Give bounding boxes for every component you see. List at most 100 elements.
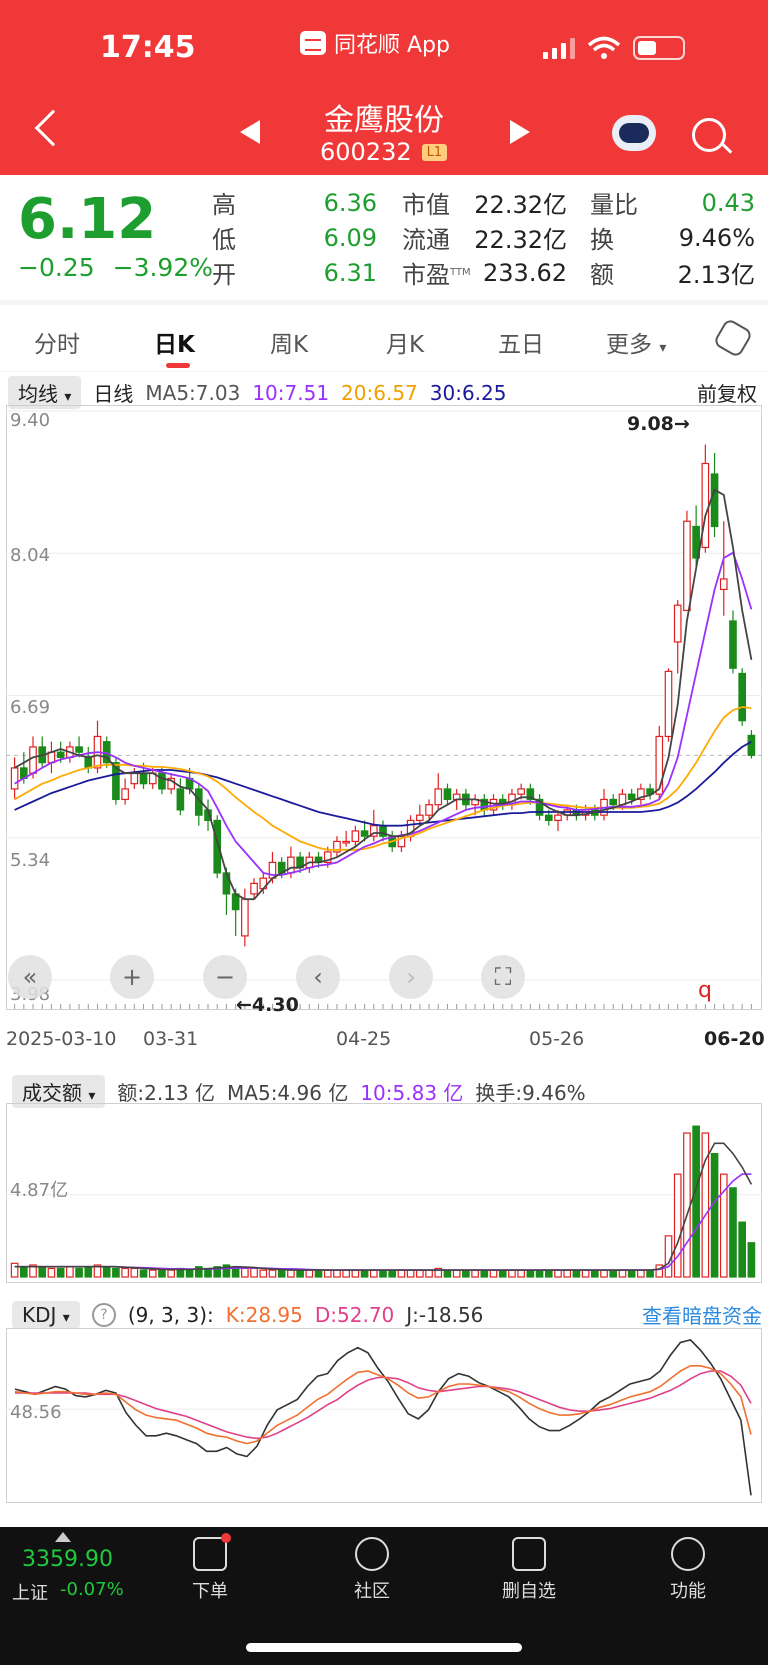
volume-bar xyxy=(600,1269,608,1278)
x-date-label: 04-25 xyxy=(336,1028,392,1050)
tab-intraday[interactable]: 分时 xyxy=(34,332,80,358)
candle-body xyxy=(84,756,93,769)
rewind-icon[interactable]: « xyxy=(8,955,52,999)
prev-stock-icon[interactable] xyxy=(240,120,260,144)
adjust-toggle[interactable]: 前复权 xyxy=(697,382,757,406)
ma5-value: MA5:7.03 xyxy=(145,380,241,405)
home-indicator xyxy=(246,1643,522,1652)
kdj-k: K:28.95 xyxy=(225,1302,303,1327)
index-value[interactable]: 3359.90 xyxy=(22,1547,113,1572)
candle-body xyxy=(738,672,747,722)
volume-bar xyxy=(287,1269,295,1278)
nav-functions[interactable]: 功能 xyxy=(643,1537,733,1603)
quote-col-1: 高 6.36 低 6.09 开 6.31 xyxy=(212,185,377,290)
chevron-down-icon: ▾ xyxy=(659,340,667,356)
volume-bar xyxy=(489,1269,498,1278)
volume-bar xyxy=(158,1269,166,1278)
volume-bar xyxy=(637,1269,645,1278)
quote-high: 高 6.36 xyxy=(212,188,377,220)
volume-bar xyxy=(139,1269,148,1278)
tab-weekly-k[interactable]: 周K xyxy=(270,332,309,358)
order-icon xyxy=(193,1533,231,1571)
stock-name: 金鹰股份 xyxy=(324,103,444,138)
index-pct: -0.07% xyxy=(60,1579,124,1600)
kdj-dropdown[interactable]: KDJ ▾ xyxy=(12,1300,80,1329)
volume-y-tick: 4.87亿 xyxy=(10,1180,69,1201)
menu-icon xyxy=(671,1537,705,1571)
quote-open: 开 6.31 xyxy=(212,258,377,290)
high-marker-label: 9.08→ xyxy=(627,413,690,435)
search-icon[interactable] xyxy=(692,118,726,152)
volume-bar xyxy=(130,1267,139,1278)
fullscreen-icon[interactable]: ⛶ xyxy=(481,955,525,999)
y-tick-label: 9.40 xyxy=(10,410,51,431)
volume-bar xyxy=(498,1269,507,1278)
volume-bar xyxy=(19,1266,28,1278)
stock-code-row: 600232 L1 xyxy=(320,138,448,166)
settings-hexagon-icon[interactable] xyxy=(712,317,754,359)
nav-order[interactable]: 下单 xyxy=(165,1533,255,1603)
volume-bar xyxy=(222,1264,231,1278)
candle-body xyxy=(416,814,424,822)
volume-bar xyxy=(416,1269,424,1278)
zoom-out-icon[interactable]: − xyxy=(203,955,247,999)
stock-code: 600232 xyxy=(320,138,412,166)
last-price: 6.12 xyxy=(18,187,157,252)
event-marker-icon[interactable]: q xyxy=(698,978,712,1003)
volume-bar xyxy=(84,1266,93,1278)
source-app-label[interactable]: 同花顺 App xyxy=(300,27,450,59)
candle-body xyxy=(213,819,222,874)
nav-remove-watchlist[interactable]: 删自选 xyxy=(484,1537,574,1603)
volume-bar xyxy=(277,1269,286,1278)
kdj-chart[interactable] xyxy=(6,1328,762,1503)
volume-bar xyxy=(738,1221,747,1278)
volume-bar xyxy=(167,1269,175,1278)
volume-bar xyxy=(526,1269,535,1278)
price-change-pct: −3.92% xyxy=(112,253,213,282)
candle-body xyxy=(747,734,756,756)
candle-body xyxy=(434,788,443,806)
tab-monthly-k[interactable]: 月K xyxy=(386,332,425,358)
candlestick-chart[interactable] xyxy=(6,405,762,1010)
volume-bar xyxy=(185,1269,194,1278)
volume-bar xyxy=(452,1269,461,1278)
status-icons xyxy=(543,36,685,60)
dark-pool-link[interactable]: 查看暗盘资金 xyxy=(642,1304,762,1328)
volume-bar xyxy=(56,1267,65,1278)
index-info[interactable]: 上证 -0.07% xyxy=(12,1579,124,1605)
volume-bar xyxy=(351,1269,360,1278)
next-stock-icon[interactable] xyxy=(510,120,530,144)
help-icon[interactable]: ? xyxy=(91,1302,116,1327)
nav-community[interactable]: 社区 xyxy=(327,1537,417,1603)
candle-body xyxy=(323,851,332,864)
kdj-j: J:-18.56 xyxy=(406,1302,484,1327)
volume-chart[interactable] xyxy=(6,1103,762,1283)
volume-bar xyxy=(544,1269,553,1278)
scroll-left-icon[interactable]: ‹ xyxy=(296,955,340,999)
volume-bar xyxy=(38,1266,47,1278)
volume-bar xyxy=(618,1269,627,1278)
candle-body xyxy=(56,751,65,759)
scroll-right-icon[interactable]: › xyxy=(389,955,433,999)
tab-daily-k[interactable]: 日K xyxy=(154,325,195,368)
kdj-k-line xyxy=(14,1364,752,1445)
kdj-j-line xyxy=(14,1339,752,1496)
volume-frame xyxy=(6,1103,762,1283)
volume-bar xyxy=(443,1269,452,1278)
candle-body xyxy=(673,604,682,643)
zoom-in-icon[interactable]: + xyxy=(110,955,154,999)
volume-amount: 额:2.13 亿 xyxy=(117,1081,216,1105)
wifi-icon xyxy=(587,36,621,59)
ma10-value: 10:7.51 xyxy=(252,380,330,405)
volume-bar xyxy=(729,1187,737,1278)
robot-assistant-icon[interactable] xyxy=(612,115,656,151)
candle-body xyxy=(112,762,120,801)
tab-five-day[interactable]: 五日 xyxy=(498,332,544,358)
level-badge: L1 xyxy=(421,143,448,161)
volume-bar xyxy=(480,1269,489,1278)
volume-dropdown[interactable]: 成交额 ▾ xyxy=(12,1075,106,1108)
candle-body xyxy=(10,767,19,790)
candle-body xyxy=(544,814,553,822)
indicator-dropdown[interactable]: 均线 ▾ xyxy=(8,376,82,409)
tab-more[interactable]: 更多 ▾ xyxy=(606,332,667,358)
